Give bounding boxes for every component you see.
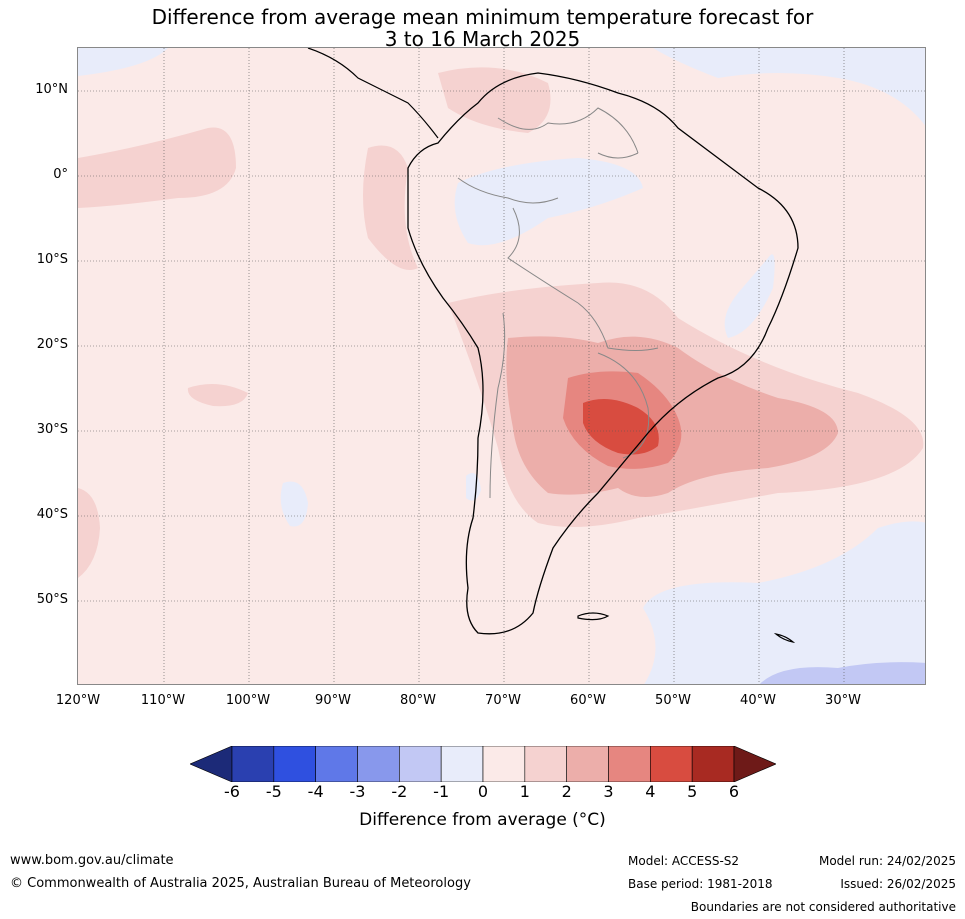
colorbar-swatch [650, 746, 693, 782]
lat-label-20s: 20°S [36, 337, 68, 352]
map-canvas [78, 48, 925, 684]
colorbar-tick-label: -5 [265, 782, 282, 801]
colorbar-tick-label: -4 [307, 782, 324, 801]
colorbar-tick-label: -2 [391, 782, 408, 801]
footer-issued: Issued: 26/02/2025 [840, 877, 956, 891]
colorbar-swatch [399, 746, 442, 782]
anomaly-blue-nw [78, 48, 168, 76]
colorbar-tick-label: -3 [349, 782, 366, 801]
colorbar-arrow-low [190, 746, 233, 782]
lat-label-30s: 30°S [36, 422, 68, 437]
colorbar-tick-label: 3 [603, 782, 614, 801]
anomaly-blue-south-atlantic [643, 521, 925, 684]
lat-label-10n: 10°N [35, 82, 68, 97]
colorbar-swatch [691, 746, 735, 782]
falkland-islands [577, 612, 610, 621]
footer-model: Model: ACCESS-S2 [628, 854, 740, 868]
colorbar-tick-label: -1 [433, 782, 450, 801]
colorbar-tick-label: 0 [477, 782, 489, 801]
lat-label-10s: 10°S [36, 252, 68, 267]
colorbar-swatch [566, 746, 609, 782]
lon-label-50w: 50°W [655, 693, 691, 708]
colorbar-swatch [440, 746, 484, 782]
anomaly-blue-pacific [280, 481, 308, 527]
footer-model-run: Model run: 24/02/2025 [818, 854, 956, 868]
graticule [78, 48, 925, 684]
colorbar-tick-label: -6 [224, 782, 240, 801]
colorbar-swatch [608, 746, 651, 782]
colorbar-label: Difference from average (°C) [359, 810, 606, 830]
lon-label-100w: 100°W [225, 693, 271, 708]
anomaly-warm-pacific-eq [78, 127, 236, 208]
colorbar-tick-label: 2 [561, 782, 572, 801]
lon-label-80w: 80°W [400, 693, 436, 708]
footer-website: www.bom.gov.au/climate [10, 853, 174, 868]
colorbar-swatch [231, 746, 275, 782]
anomaly-warm-west [78, 488, 100, 578]
anomaly-blue-ne-brazil [724, 254, 775, 338]
map-title-line2: 3 to 16 March 2025 [384, 27, 581, 51]
lon-label-90w: 90°W [315, 693, 351, 708]
lon-label-120w: 120°W [55, 693, 101, 708]
lat-label-40s: 40°S [36, 507, 68, 522]
colorbar-tick-label: 5 [687, 782, 698, 801]
anomaly-blue-amazon [454, 158, 643, 246]
anomaly-warm-peru [363, 145, 418, 270]
central-america-coastline [307, 48, 439, 139]
anomaly-warm-pacific-sub [187, 384, 248, 407]
footer-copyright: © Commonwealth of Australia 2025, Austra… [10, 876, 471, 891]
lon-label-60w: 60°W [570, 693, 606, 708]
colorbar-swatch [482, 746, 526, 782]
footer-base-period: Base period: 1981-2018 [628, 877, 773, 891]
anomaly-warm-4-5 [583, 399, 659, 455]
south-georgia [773, 632, 796, 644]
forecast-map [77, 47, 926, 685]
lon-label-110w: 110°W [140, 693, 186, 708]
anomaly-blue-deep [760, 662, 925, 684]
map-title-line1: Difference from average mean minimum tem… [151, 5, 814, 29]
colorbar-swatch [357, 746, 400, 782]
colorbar [190, 746, 776, 782]
colorbar-tick-label: 1 [519, 782, 530, 801]
country-borders [457, 107, 659, 499]
colorbar-arrow-high [733, 746, 776, 782]
colorbar-tick-label: 6 [728, 782, 740, 801]
lat-label-50s: 50°S [36, 592, 68, 607]
lon-label-40w: 40°W [740, 693, 776, 708]
lon-label-70w: 70°W [485, 693, 521, 708]
anomaly-warm-venezuela [438, 67, 551, 133]
south-america-coastline [407, 72, 799, 635]
colorbar-swatch [315, 746, 358, 782]
lon-label-30w: 30°W [825, 693, 861, 708]
anomaly-blue-ne [653, 48, 925, 126]
footer-disclaimer: Boundaries are not considered authoritat… [690, 900, 956, 914]
colorbar-swatch [524, 746, 567, 782]
colorbar-tick-label: 4 [645, 782, 656, 801]
colorbar-swatch [273, 746, 316, 782]
lat-label-0: 0° [53, 167, 68, 182]
